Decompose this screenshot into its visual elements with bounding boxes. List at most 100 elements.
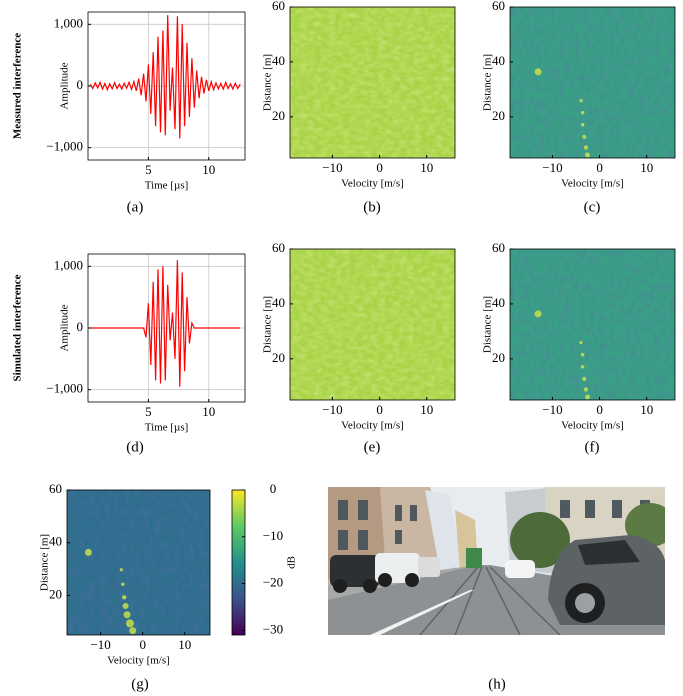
heatmap-target — [534, 68, 542, 76]
caption: (b) — [363, 199, 381, 215]
heatmap-target — [122, 595, 127, 600]
x-axis-label: Velocity [m/s] — [341, 178, 404, 190]
caption: (c) — [584, 199, 601, 215]
x-tick-label: 0 — [376, 402, 383, 417]
y-tick-label: 60 — [492, 240, 505, 255]
y-tick-label: 20 — [272, 108, 285, 123]
y-tick-label: 0 — [77, 77, 84, 92]
y-axis-label: Distance [m] — [262, 296, 274, 353]
heatmap-texture — [67, 490, 210, 635]
signal-line — [90, 260, 241, 387]
colorbar-tick-label: −10 — [263, 528, 283, 543]
signal-line — [89, 15, 241, 139]
y-tick-label: 20 — [49, 586, 62, 601]
x-tick-label: 10 — [420, 160, 433, 175]
heatmap-target — [580, 110, 585, 115]
heatmap-target — [585, 152, 591, 158]
heatmap-target — [583, 145, 589, 150]
y-tick-label: −1,000 — [46, 381, 83, 396]
y-axis-label: Distance [m] — [482, 296, 494, 353]
y-tick-label: 20 — [272, 350, 285, 365]
y-tick-label: 20 — [492, 108, 505, 123]
heatmap-target — [123, 611, 131, 619]
x-tick-label: −10 — [90, 637, 110, 652]
heatmap-texture — [510, 7, 675, 158]
heatmap-texture — [290, 7, 455, 158]
y-tick-label: 40 — [272, 295, 285, 310]
caption: (a) — [127, 199, 144, 215]
caption: (d) — [126, 439, 144, 455]
heatmap-target — [585, 394, 591, 400]
y-tick-label: 40 — [492, 53, 505, 68]
y-axis-label: Distance [m] — [39, 534, 51, 591]
plots: Measured interference 5 10 −1,000 0 1,000 Time… — [12, 0, 676, 692]
x-tick-label: 10 — [640, 160, 653, 175]
heatmap-target — [534, 310, 542, 318]
plot-frame — [66, 489, 211, 636]
colorbar-tick-label: −30 — [263, 621, 283, 636]
caption: (g) — [131, 676, 149, 692]
x-axis-label: Velocity [m/s] — [561, 178, 624, 190]
heatmap-target — [579, 99, 583, 103]
x-tick-label: 10 — [178, 637, 191, 652]
plot-frame — [509, 248, 676, 401]
plot-frame — [289, 6, 456, 159]
heatmap-target — [582, 376, 587, 381]
y-axis-label: Amplitude — [59, 304, 71, 351]
row-label: Simulated interference — [12, 274, 24, 381]
street-photo — [328, 487, 665, 635]
x-tick-label: 0 — [596, 402, 603, 417]
y-tick-label: 60 — [49, 481, 62, 496]
colorbar-tick-label: 0 — [270, 481, 277, 496]
y-tick-label: 1,000 — [54, 15, 83, 30]
row-label: Measured interference — [12, 33, 24, 139]
x-tick-label: 5 — [145, 404, 152, 419]
heatmap-target — [583, 387, 589, 392]
x-axis-label: Velocity [m/s] — [561, 420, 624, 432]
y-axis-label: Distance [m] — [482, 54, 494, 111]
colorbar-label: dB — [286, 556, 298, 569]
x-tick-label: 0 — [376, 160, 383, 175]
x-tick-label: −10 — [322, 402, 342, 417]
y-tick-label: 40 — [492, 295, 505, 310]
y-axis-label: Distance [m] — [262, 54, 274, 111]
heatmap-target — [580, 364, 585, 369]
y-tick-label: 40 — [49, 534, 62, 549]
heatmap-target — [579, 341, 583, 345]
heatmap-target — [120, 582, 125, 587]
y-tick-label: 60 — [492, 0, 505, 13]
heatmap-texture — [510, 249, 675, 400]
x-tick-label: −10 — [542, 402, 562, 417]
heatmap-target — [125, 619, 134, 628]
y-tick-label: 1,000 — [54, 257, 83, 272]
heatmap-target — [119, 568, 123, 572]
plot-frame — [509, 6, 676, 159]
caption: (h) — [488, 676, 506, 692]
x-tick-label: 10 — [420, 402, 433, 417]
heatmap-target — [582, 134, 587, 139]
colorbar — [231, 489, 246, 636]
x-tick-label: 5 — [145, 162, 152, 177]
x-tick-label: 0 — [596, 160, 603, 175]
y-tick-label: 0 — [77, 319, 84, 334]
y-tick-label: 20 — [492, 350, 505, 365]
y-tick-label: 60 — [272, 240, 285, 255]
heatmap-target — [580, 122, 585, 127]
x-tick-label: −10 — [322, 160, 342, 175]
y-tick-label: 40 — [272, 53, 285, 68]
x-axis-label: Velocity [m/s] — [107, 655, 170, 667]
x-tick-label: 10 — [202, 404, 215, 419]
x-axis-label: Time [µs] — [145, 422, 189, 434]
x-tick-label: −10 — [542, 160, 562, 175]
x-tick-label: 10 — [202, 162, 215, 177]
heatmap-target — [580, 352, 585, 357]
plot-frame — [289, 248, 456, 401]
heatmap-target — [122, 603, 129, 609]
heatmap-target — [84, 548, 92, 556]
x-axis-label: Time [µs] — [145, 180, 189, 192]
x-tick-label: 0 — [139, 637, 146, 652]
caption: (f) — [585, 439, 600, 455]
heatmap-target — [129, 627, 137, 635]
y-tick-label: −1,000 — [46, 139, 83, 154]
